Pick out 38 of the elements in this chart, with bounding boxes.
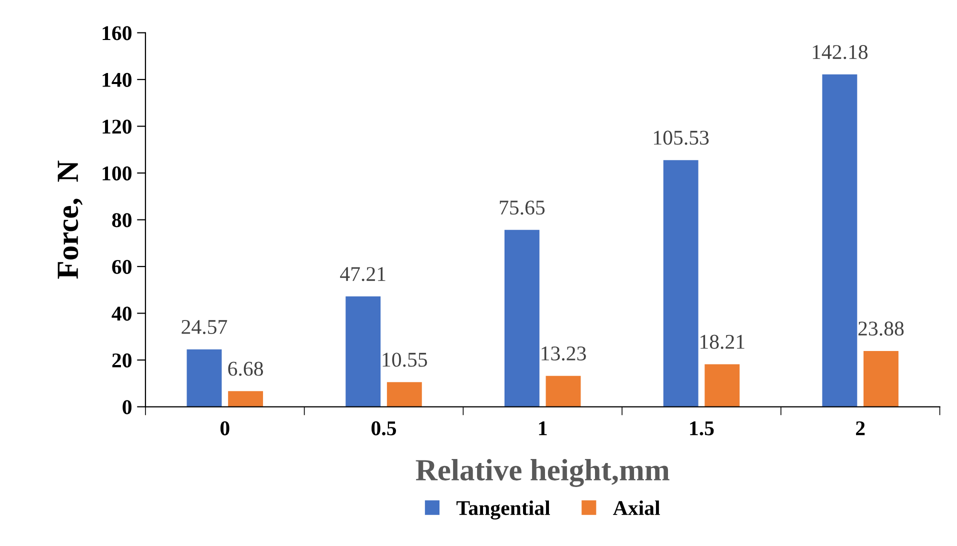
y-tick-label: 160: [102, 26, 132, 40]
y-tick-label: 80: [112, 213, 132, 228]
y-tick-label: 0: [122, 400, 132, 414]
bar: [228, 391, 264, 407]
bar: [864, 350, 898, 407]
legend-label: Axial: [613, 500, 660, 516]
x-axis-title: Relative height,mm: [416, 458, 670, 487]
bar: [186, 349, 222, 407]
data-label: 24.57: [182, 320, 228, 334]
legend-label: Tangential: [456, 500, 550, 520]
y-tick-label: 100: [102, 166, 132, 180]
x-tick-label: 0: [220, 421, 230, 436]
data-label: 6.68: [228, 362, 263, 376]
x-tick-label: 1: [539, 421, 547, 436]
data-label: 18.21: [700, 334, 744, 349]
y-tick-label: 40: [112, 306, 132, 321]
data-label: 10.55: [382, 352, 428, 367]
bar: [546, 376, 581, 407]
y-axis-title: Force, N: [58, 160, 83, 279]
y-tick-label: 60: [112, 260, 132, 274]
y-tick-label: 140: [102, 72, 132, 87]
data-label: 142.18: [812, 45, 868, 60]
bar: [504, 230, 540, 407]
x-tick-label: 2: [856, 421, 865, 436]
x-tick-label: 1.5: [690, 421, 714, 436]
bar: [822, 74, 858, 407]
data-label: 47.21: [340, 267, 386, 282]
data-label: 13.23: [542, 346, 586, 361]
bar: [704, 364, 740, 407]
bar: [386, 382, 422, 407]
y-tick-label: 120: [102, 120, 132, 134]
x-tick-label: 0.5: [372, 421, 396, 436]
bar: [663, 160, 698, 407]
bar: [346, 296, 381, 407]
y-tick-label: 20: [112, 353, 132, 368]
data-label: 23.88: [858, 322, 904, 336]
data-label: 75.65: [500, 200, 545, 215]
data-label: 105.53: [654, 130, 709, 145]
